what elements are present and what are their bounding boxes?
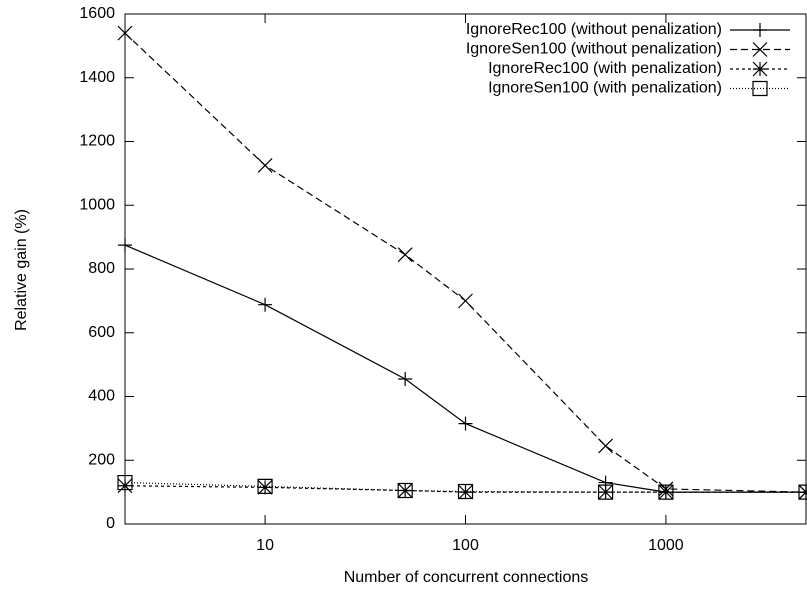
data-point — [117, 25, 133, 41]
y-tick-label: 800 — [88, 260, 115, 277]
y-tick-label: 600 — [88, 324, 115, 341]
legend-label: IgnoreRec100 (without penalization) — [466, 21, 722, 38]
data-point — [397, 247, 413, 263]
x-tick-label: 1000 — [648, 537, 684, 554]
y-tick-label: 400 — [88, 388, 115, 405]
data-point — [257, 478, 273, 494]
y-tick-label: 1200 — [79, 133, 115, 150]
legend-marker — [752, 80, 768, 97]
data-point — [397, 483, 413, 498]
y-tick-label: 1000 — [79, 196, 115, 213]
data-point — [798, 484, 807, 500]
data-point — [398, 371, 413, 386]
data-point — [598, 438, 614, 454]
data-point — [258, 297, 273, 312]
data-point — [458, 293, 473, 309]
data-point — [458, 484, 473, 500]
data-point — [658, 484, 674, 500]
y-axis-label: Relative gain (%) — [13, 209, 30, 331]
legend-marker — [752, 61, 768, 77]
data-point — [457, 483, 474, 500]
data-point — [257, 157, 273, 173]
legend-label: IgnoreSen100 (with penalization) — [488, 80, 722, 97]
legend-marker — [752, 42, 768, 57]
x-axis-label: Number of concurrent connections — [344, 569, 589, 586]
y-tick-label: 1400 — [79, 69, 115, 86]
legend-marker — [753, 23, 767, 37]
data-point — [658, 484, 674, 500]
y-tick-label: 0 — [106, 515, 115, 532]
y-tick-label: 1600 — [79, 5, 115, 22]
y-tick-label: 200 — [88, 451, 115, 468]
data-point — [117, 474, 133, 491]
data-point — [597, 484, 614, 500]
series-line — [124, 244, 806, 493]
data-point — [118, 238, 132, 253]
x-tick-label: 100 — [452, 537, 479, 554]
data-point — [257, 479, 273, 495]
data-point — [397, 482, 413, 499]
legend-label: IgnoreRec100 (with penalization) — [488, 60, 722, 77]
legend-label: IgnoreSen100 (without penalization) — [466, 41, 722, 58]
data-point — [458, 416, 473, 431]
data-point — [117, 478, 133, 494]
x-tick-label: 10 — [256, 537, 274, 554]
